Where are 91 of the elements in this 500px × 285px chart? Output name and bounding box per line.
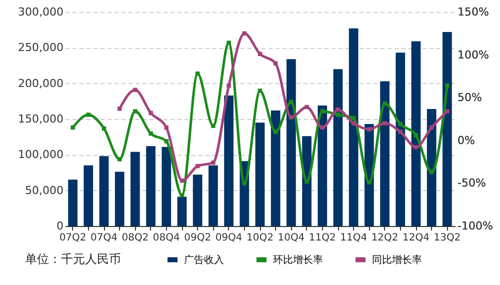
point bbox=[289, 100, 294, 104]
y-tick-label: 150,000 bbox=[18, 112, 64, 126]
point bbox=[336, 112, 340, 117]
legend-label: 同比增长率 bbox=[372, 254, 422, 266]
y2-tick-label: 50% bbox=[458, 91, 482, 104]
point bbox=[445, 109, 450, 114]
legend-label: 广告收入 bbox=[184, 254, 224, 266]
x-tick-label: 12Q4 bbox=[402, 232, 430, 244]
point bbox=[398, 130, 403, 134]
point bbox=[117, 157, 122, 162]
x-tick-label: 09Q2 bbox=[184, 232, 212, 244]
point bbox=[414, 133, 418, 138]
point bbox=[304, 104, 309, 110]
legend-label: 环比增长率 bbox=[273, 254, 323, 266]
bar bbox=[396, 52, 406, 226]
point bbox=[195, 72, 200, 76]
bar bbox=[411, 41, 421, 226]
bar bbox=[333, 69, 343, 226]
bar bbox=[114, 172, 124, 226]
bar bbox=[224, 95, 234, 226]
point bbox=[180, 193, 184, 198]
point bbox=[133, 109, 138, 114]
point bbox=[211, 124, 216, 128]
y2-tick-label: 0% bbox=[458, 134, 475, 147]
point bbox=[320, 109, 325, 114]
bar bbox=[442, 32, 452, 226]
point bbox=[273, 130, 278, 134]
x-tick-label: 08Q2 bbox=[122, 232, 149, 244]
bar bbox=[84, 165, 94, 226]
point bbox=[304, 179, 309, 184]
point bbox=[148, 131, 153, 136]
x-tick-label: 07Q4 bbox=[90, 232, 118, 244]
y-tick-label: 0 bbox=[56, 220, 64, 232]
x-tick-label: 10Q2 bbox=[246, 232, 274, 244]
y2-tick-label: 100% bbox=[458, 48, 489, 62]
bar bbox=[255, 122, 265, 226]
bar bbox=[130, 152, 140, 226]
bar bbox=[68, 180, 78, 226]
bar bbox=[348, 28, 358, 226]
point bbox=[133, 88, 138, 92]
line-series bbox=[117, 31, 450, 183]
x-tick-label: 08Q4 bbox=[152, 232, 180, 244]
point bbox=[70, 125, 75, 130]
point bbox=[382, 101, 387, 106]
bar bbox=[318, 105, 328, 226]
x-tick-label: 11Q2 bbox=[308, 232, 336, 244]
bar bbox=[380, 81, 390, 226]
y-tick-label: 300,000 bbox=[18, 6, 64, 18]
point bbox=[382, 121, 387, 126]
point bbox=[211, 160, 216, 165]
point bbox=[445, 83, 450, 88]
point bbox=[226, 83, 231, 88]
point bbox=[164, 139, 169, 144]
text: 单位：千元人民币 bbox=[25, 252, 121, 266]
point bbox=[367, 127, 372, 132]
point bbox=[289, 115, 294, 120]
bar bbox=[162, 146, 172, 226]
y2-tick-label: -50% bbox=[458, 176, 486, 190]
y2-tick-label: 150% bbox=[458, 6, 489, 18]
x-tick-label: 10Q4 bbox=[278, 232, 305, 244]
point bbox=[226, 40, 231, 45]
bar bbox=[146, 146, 156, 226]
point bbox=[180, 178, 184, 183]
y-tick-label: 250,000 bbox=[18, 41, 64, 54]
y-tick-label: 50,000 bbox=[25, 184, 64, 197]
bar bbox=[286, 59, 296, 226]
bar bbox=[270, 110, 280, 226]
point bbox=[367, 180, 372, 184]
x-tick-label: 12Q2 bbox=[371, 232, 398, 244]
point bbox=[258, 88, 262, 93]
bar bbox=[426, 109, 436, 226]
x-tick-label: 13Q2 bbox=[434, 232, 461, 244]
x-tick-label: 07Q2 bbox=[59, 232, 86, 244]
point bbox=[414, 145, 418, 150]
point bbox=[148, 110, 153, 116]
bar bbox=[192, 174, 202, 226]
bar bbox=[99, 156, 109, 226]
point bbox=[117, 106, 122, 111]
x-tick-label: 09Q4 bbox=[215, 232, 242, 244]
point bbox=[351, 121, 356, 126]
x-tick-label: 11Q4 bbox=[340, 232, 368, 244]
y2-tick-label: -100% bbox=[458, 220, 493, 232]
y-tick-label: 100,000 bbox=[18, 148, 64, 162]
point bbox=[86, 112, 91, 117]
y-tick-label: 200,000 bbox=[18, 76, 64, 90]
bar bbox=[208, 165, 218, 226]
bar bbox=[177, 196, 187, 226]
point bbox=[242, 181, 247, 186]
point bbox=[398, 122, 403, 126]
point bbox=[351, 116, 356, 120]
point bbox=[273, 61, 278, 66]
